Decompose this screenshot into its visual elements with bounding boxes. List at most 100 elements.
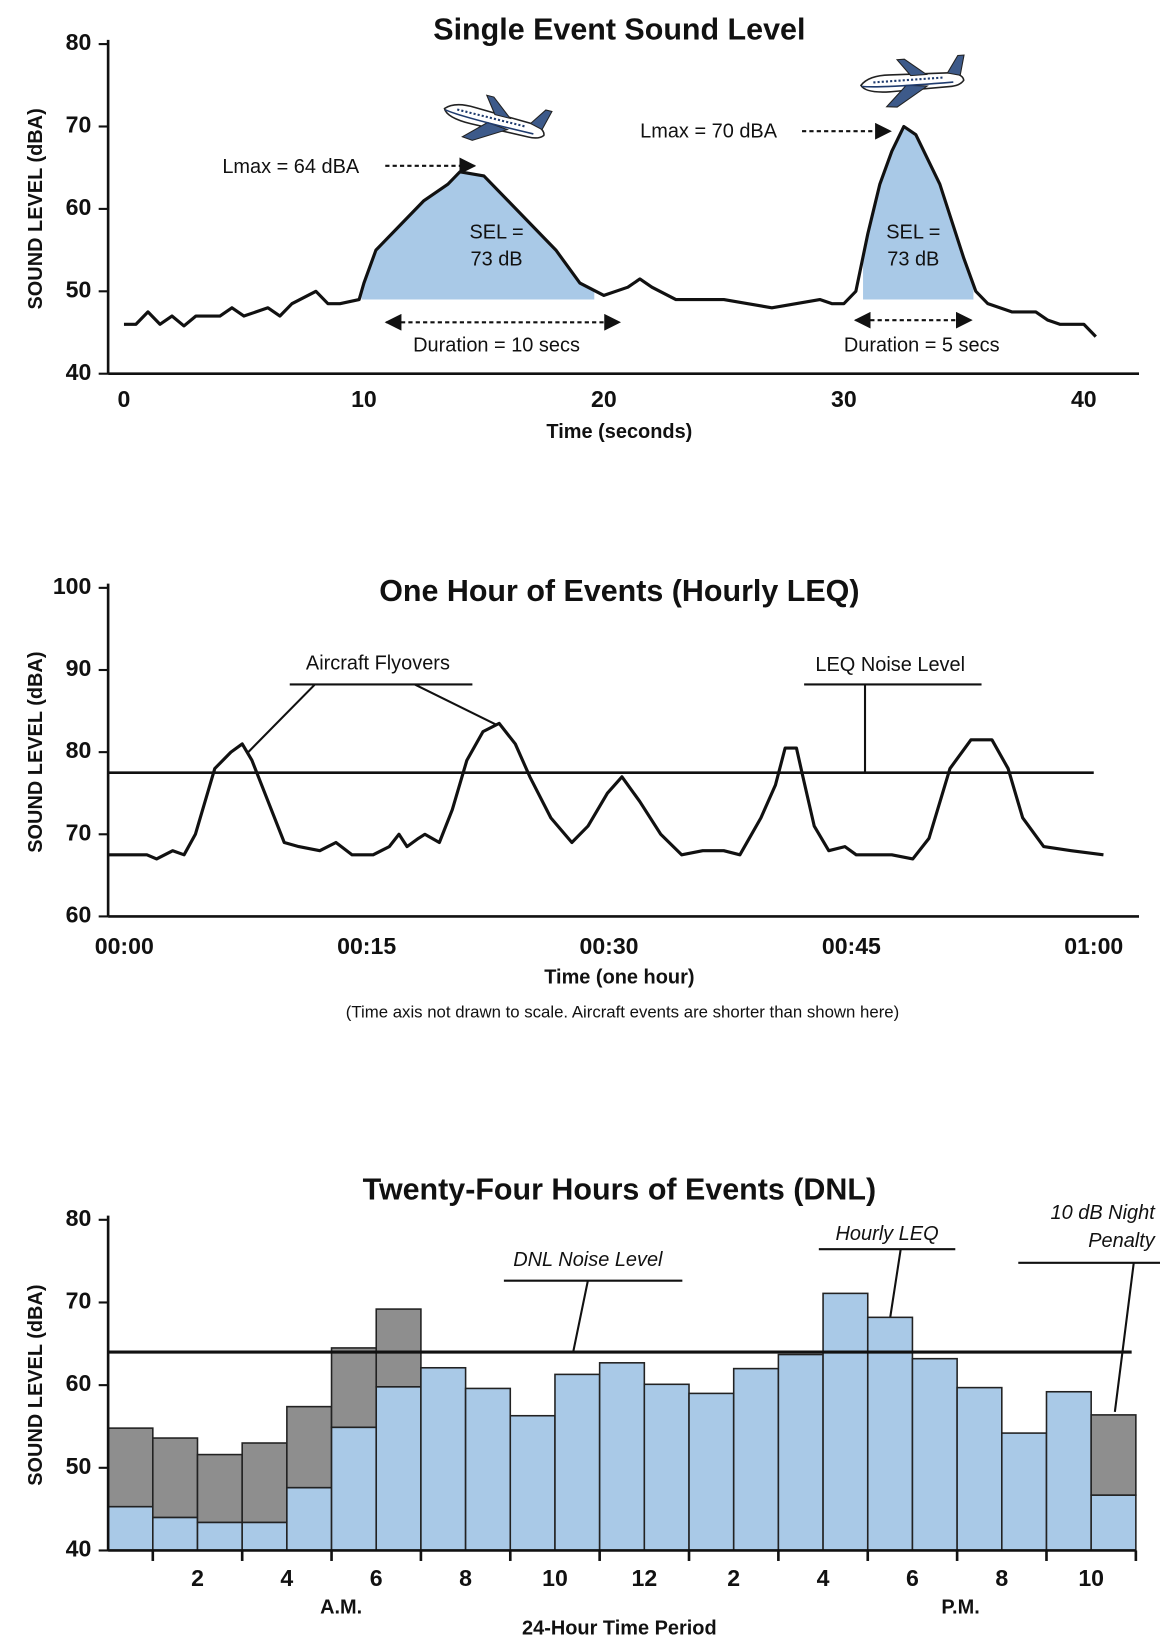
annotation: DNL Noise Level (513, 1249, 663, 1271)
bar (644, 1384, 689, 1550)
body: Single Event Sound Level SOUND LEVEL (dBA… (0, 0, 1160, 1646)
callout-line (504, 1281, 682, 1352)
y-tick-label: 60 (66, 902, 92, 928)
x-tick-label: 6 (370, 1565, 383, 1591)
y-axis-label: SOUND LEVEL (dBA) (25, 108, 47, 309)
y-tick-label: 60 (66, 1370, 92, 1396)
x-tick-label: 00:30 (580, 933, 639, 959)
bar (153, 1517, 198, 1550)
y-tick-label: 60 (66, 194, 92, 220)
callouts-2 (247, 684, 982, 773)
y-tick-label: 100 (53, 573, 92, 599)
airplane-icon (859, 55, 967, 109)
x-axis-label: 24-Hour Time Period (522, 1617, 717, 1639)
y-axis-label: SOUND LEVEL (dBA) (25, 652, 47, 853)
x-tick-label: 20 (591, 386, 617, 412)
y-tick-label: 90 (66, 655, 92, 681)
y-tick-label: 70 (66, 1288, 92, 1314)
bar (332, 1427, 377, 1550)
y-tick-label: 50 (66, 276, 92, 302)
callout-line (247, 684, 496, 753)
bar (287, 1407, 332, 1488)
bar (1091, 1495, 1136, 1550)
annotation: A.M. (320, 1596, 362, 1618)
bar (734, 1369, 779, 1551)
bar (376, 1387, 421, 1551)
x-tick-label: 4 (817, 1565, 830, 1591)
x-tick-label: 40 (1071, 386, 1097, 412)
bar (376, 1309, 421, 1387)
x-tick-label: 0 (118, 386, 131, 412)
x-tick-label: 01:00 (1064, 933, 1123, 959)
x-tick-label: 6 (906, 1565, 919, 1591)
x-axis-label: Time (seconds) (546, 421, 692, 443)
callout-line (1018, 1263, 1160, 1412)
x-tick-label: 12 (631, 1565, 657, 1591)
bar (689, 1393, 734, 1550)
chart-title: Single Event Sound Level (433, 13, 805, 47)
page: Sound Level Charts {"chart_data": [ {"ty… (0, 0, 1160, 1646)
annotation: Lmax = 70 dBA (640, 121, 778, 143)
y-tick-label: 80 (66, 1205, 92, 1231)
bar (1046, 1392, 1091, 1551)
bar (957, 1388, 1002, 1551)
annotation: Lmax = 64 dBA (222, 156, 360, 178)
y-tick-label: 40 (66, 1536, 92, 1562)
bar (242, 1522, 287, 1550)
x-tick-label: 4 (280, 1565, 293, 1591)
annotation: LEQ Noise Level (815, 654, 965, 676)
x-tick-label: 10 (351, 386, 377, 412)
series-label: Hourly LEQ (836, 1223, 939, 1245)
bar (108, 1428, 153, 1507)
series-label: 10 dB Night Penalty (1003, 1199, 1155, 1256)
chart-title: One Hour of Events (Hourly LEQ) (379, 574, 859, 608)
chart-title: Twenty-Four Hours of Events (DNL) (363, 1173, 876, 1207)
bar (600, 1363, 645, 1551)
bar (197, 1455, 242, 1523)
bar (332, 1348, 377, 1427)
bar (912, 1359, 957, 1551)
bar (1002, 1433, 1047, 1550)
y-tick-label: 70 (66, 819, 92, 845)
x-tick-label: 2 (727, 1565, 740, 1591)
x-tick-label: 30 (831, 386, 857, 412)
annotation: Duration = 10 secs (413, 335, 580, 357)
bar (555, 1374, 600, 1550)
annotation: Duration = 5 secs (844, 335, 1000, 357)
x-tick-label: 00:15 (337, 933, 396, 959)
x-tick-label: 00:00 (95, 933, 154, 959)
x-tick-label: 8 (995, 1565, 1008, 1591)
y-tick-label: 40 (66, 359, 92, 385)
bar (510, 1416, 555, 1551)
bar (108, 1507, 153, 1551)
annotation: 73 dB (887, 249, 939, 271)
y-axis-label: SOUND LEVEL (dBA) (25, 1285, 47, 1486)
y-tick-label: 80 (66, 737, 92, 763)
bar (197, 1522, 242, 1550)
x-tick-label: 8 (459, 1565, 472, 1591)
bar (421, 1368, 466, 1551)
series-label-box: 10 dB Night Penalty (1003, 1199, 1160, 1262)
shaded-area (863, 126, 973, 299)
annotation: SEL = (469, 221, 523, 243)
annotation: Aircraft Flyovers (306, 653, 450, 675)
annotation: SEL = (886, 221, 940, 243)
bar (778, 1355, 823, 1551)
x-tick-label: 2 (191, 1565, 204, 1591)
airplane-icon (439, 86, 552, 157)
x-tick-label: 10 (542, 1565, 568, 1591)
y-tick-label: 80 (66, 29, 92, 55)
y-tick-label: 70 (66, 112, 92, 138)
x-axis-label: Time (one hour) (544, 967, 694, 989)
charts: Single Event Sound Level SOUND LEVEL (dBA… (0, 0, 1160, 1646)
y-tick-label: 50 (66, 1453, 92, 1479)
bar (287, 1488, 332, 1551)
x-tick-label: 00:45 (822, 933, 881, 959)
annotation: 73 dB (470, 249, 522, 271)
bar (242, 1443, 287, 1522)
axis-note: (Time axis not drawn to scale. Aircraft … (346, 1002, 899, 1021)
x-tick-label: 10 (1078, 1565, 1104, 1591)
bar (823, 1293, 868, 1550)
bar (1091, 1415, 1136, 1495)
bar (153, 1438, 198, 1517)
